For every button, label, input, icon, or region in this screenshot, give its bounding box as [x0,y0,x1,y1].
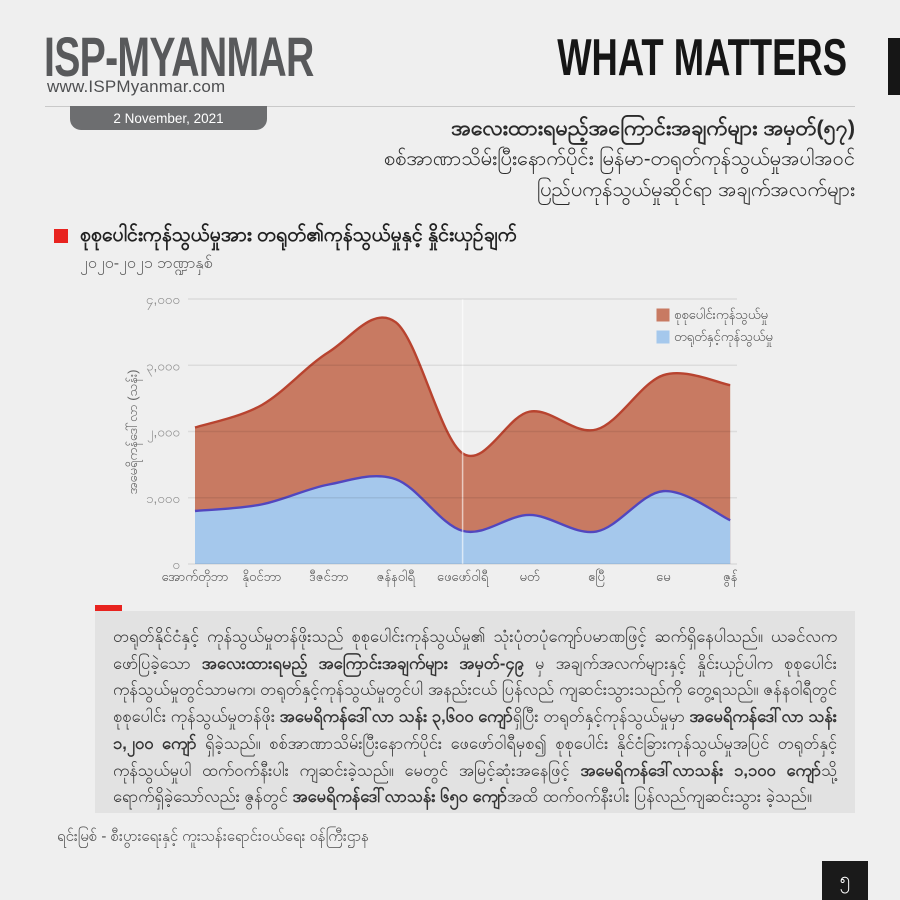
org-website: www.ISPMyanmar.com [47,77,226,96]
chart-subtitle: ၂၀၂၀-၂၀၂၁ ဘဏ္ဍာနှစ် [80,255,213,272]
x-tick-label: အောက်တိုဘာ [161,569,228,587]
legend-swatch-1 [656,330,670,344]
red-dash-decoration [95,605,122,611]
x-tick-label: မတ် [519,569,539,584]
x-tick-label: ဇွန် [723,569,738,587]
header-divider [45,106,855,107]
source-credit: ရင်းမြစ် - စီးပွားရေးနှင့် ကူးသန်းရောင်း… [57,828,369,845]
x-tick-label: ဇန်နဝါရီ [377,569,416,587]
legend-swatch-0 [656,308,670,322]
y-tick-label: ၀ [172,557,180,572]
org-logo: ISP-MYANMAR [44,25,314,88]
summary-block: တရုတ်နိုင်ငံနှင့် ကုန်သွယ်မှုတန်ဖိုးသည် … [95,611,855,813]
corner-tab-decoration [888,38,900,95]
y-tick-label: ၂,၀၀၀ [147,425,180,443]
x-tick-label: မေ [656,569,671,584]
y-tick-label: ၄,၀၀၀ [146,292,180,310]
series-brand-title: WHAT MATTERS [557,29,847,87]
issue-title-line2: စစ်အာဏာသိမ်းပြီးနောက်ပိုင်း မြန်မာ-တရုတ်… [383,148,855,170]
y-tick-label: ၁,၀၀၀ [146,491,180,506]
area-series-0 [195,317,731,564]
x-tick-label: ဒီဇင်ဘာ [309,569,349,584]
y-tick-label: ၃,၀၀၀ [146,358,180,376]
chart-title: စုစုပေါင်းကုန်သွယ်မှုအား တရုတ်၏ကုန်သွယ်မ… [80,224,517,246]
x-tick-label: နိုဝင်ဘာ [242,569,281,587]
x-tick-label: ဧပြီ [588,569,605,587]
summary-paragraph: တရုတ်နိုင်ငံနှင့် ကုန်သွယ်မှုတန်ဖိုးသည် … [113,628,838,807]
page-number-badge: ၅ [822,861,868,900]
issue-title: အလေးထားရမည့်အကြောင်းအချက်များ အမှတ်(၅၇) … [384,113,855,206]
x-tick-label: ဖေဖော်ဝါရီ [437,569,489,587]
legend-label-1: တရုတ်နှင့်ကုန်သွယ်မှု [674,329,773,347]
line-series-1 [194,475,731,534]
area-series-1 [195,476,731,564]
legend-label-0: စုစုပေါင်းကုန်သွယ်မှု [674,307,768,325]
red-square-bullet-icon [54,229,68,243]
line-series-0 [194,316,731,458]
y-axis-title: အမေရိကန်ဒေါ်လာ (သန်း) [125,370,143,495]
issue-title-line3: ပြည်ပကုန်သွယ်မှုဆိုင်ရာ အချက်အလက်များ [536,179,855,201]
issue-title-line1: အလေးထားရမည့်အကြောင်းအချက်များ အမှတ်(၅၇) [451,116,855,140]
date-badge: 2 November, 2021 [70,106,267,130]
